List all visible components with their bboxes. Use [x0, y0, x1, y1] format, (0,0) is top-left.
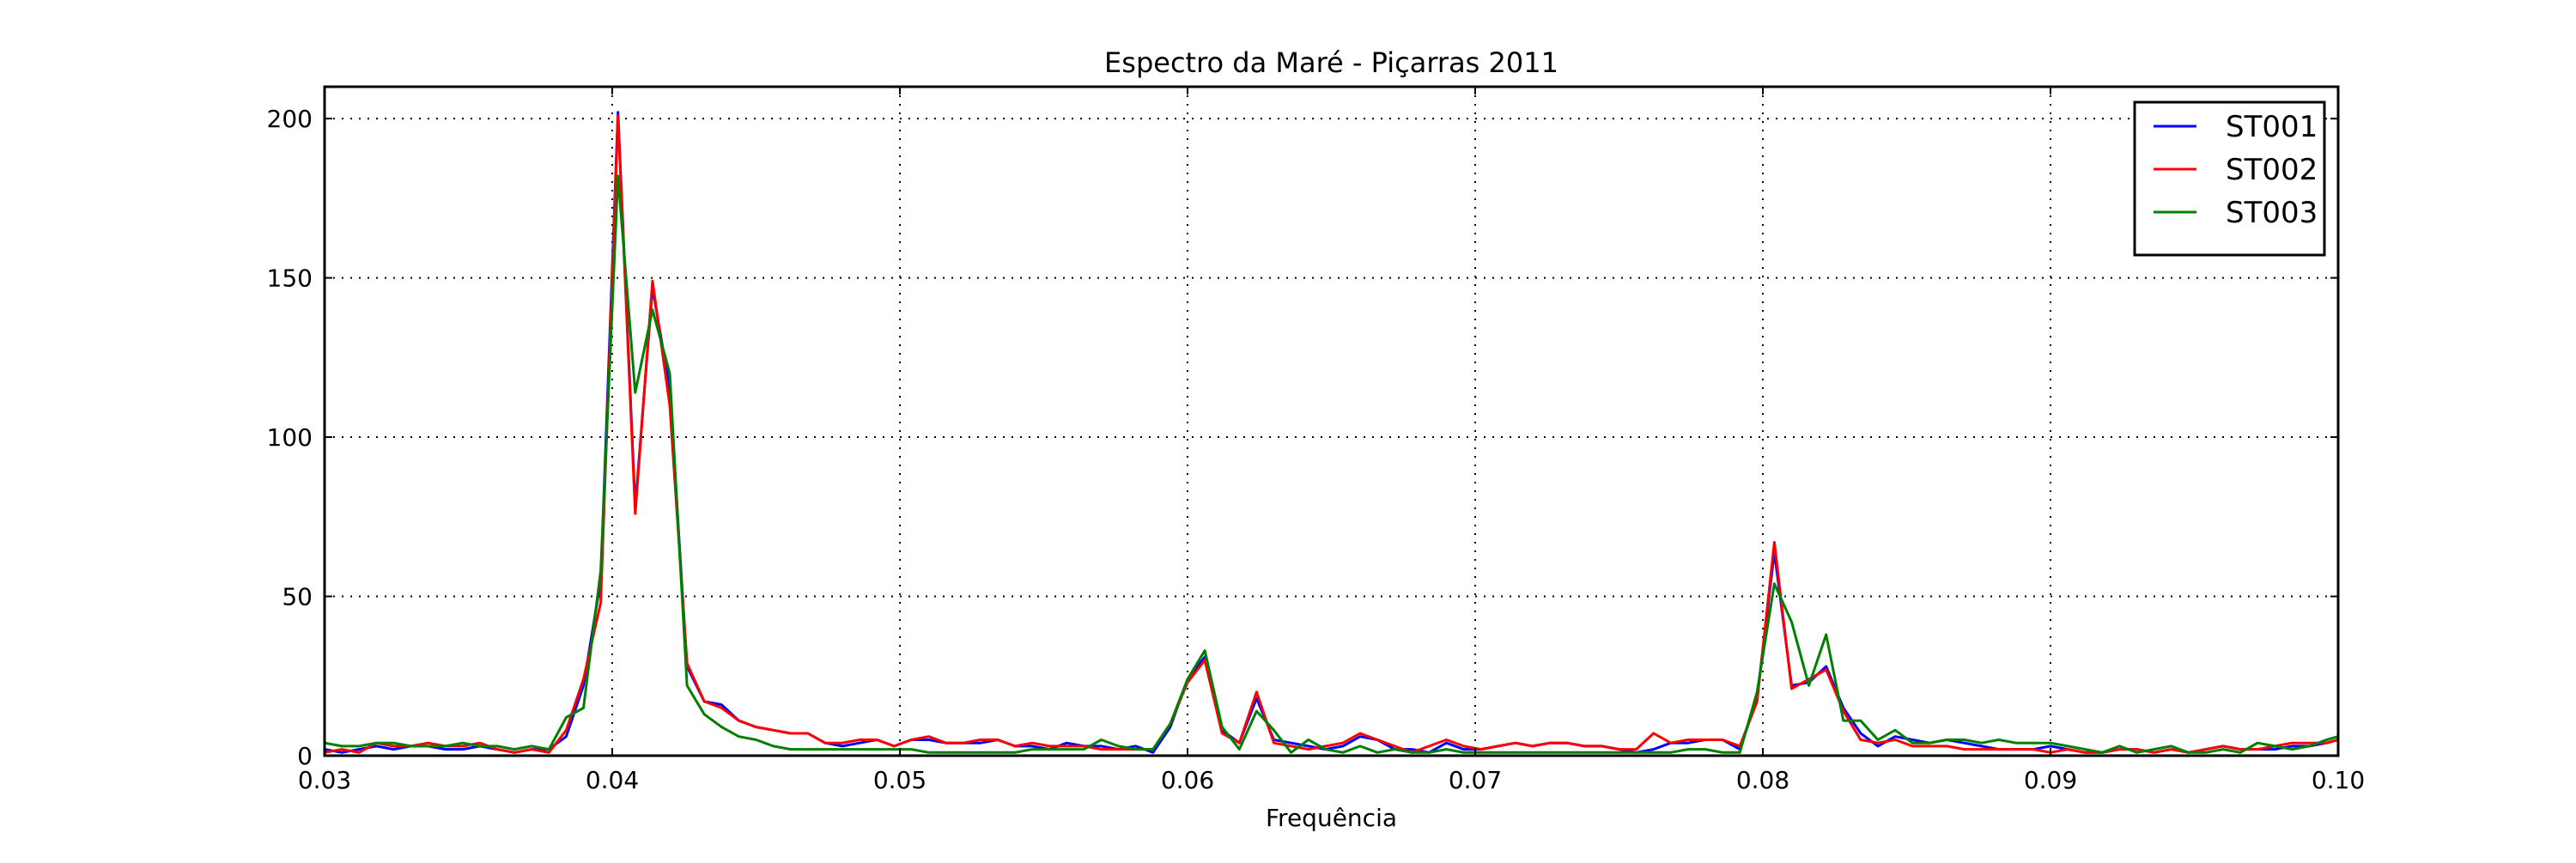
- legend: ST001 ST002 ST003: [2133, 100, 2326, 257]
- axis-ticks: 0.03 0.04 0.05 0.06 0.07 0.08 0.09 0.10 0 50 100 15…: [267, 87, 2365, 794]
- series-line-st003: [324, 174, 2339, 754]
- x-tick-label: 0.08: [1736, 766, 1789, 794]
- y-tick-label: 50: [282, 583, 313, 611]
- y-tick-label: 100: [267, 423, 313, 452]
- x-tick-label: 0.06: [1161, 766, 1214, 794]
- grid-lines: [325, 87, 2338, 756]
- x-tick-label: 0.10: [2312, 766, 2365, 794]
- y-tick-label: 200: [267, 105, 313, 133]
- x-tick-label: 0.05: [873, 766, 927, 794]
- legend-label-st002: ST002: [2226, 153, 2318, 187]
- x-tick-label: 0.04: [586, 766, 639, 794]
- chart-title: Espectro da Maré - Piçarras 2011: [1104, 46, 1558, 79]
- series-lines: [324, 111, 2339, 754]
- legend-box: [2133, 100, 2326, 257]
- y-tick-label: 150: [267, 264, 313, 293]
- y-tick-label: 0: [297, 742, 313, 770]
- x-tick-label: 0.07: [1449, 766, 1502, 794]
- legend-label-st001: ST001: [2226, 110, 2318, 144]
- plot-frame: [323, 85, 2340, 757]
- x-tick-label: 0.09: [2024, 766, 2077, 794]
- legend-label-st003: ST003: [2226, 196, 2318, 230]
- x-axis-label: Frequência: [1266, 804, 1397, 832]
- x-tick-label: 0.03: [298, 766, 351, 794]
